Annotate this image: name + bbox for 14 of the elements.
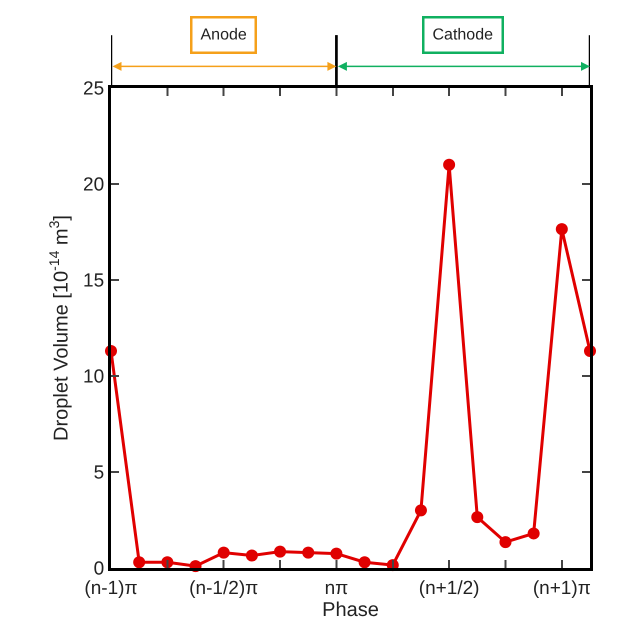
x-tick-label: (n-1)π	[84, 578, 138, 599]
x-tick-label: (n+1/2)	[418, 578, 480, 599]
x-tick-label: (n+1)π	[532, 578, 591, 599]
x-tick-label: (n-1/2)π	[189, 578, 258, 599]
y-tick-label: 10	[83, 366, 104, 388]
y-tick-label: 20	[83, 174, 104, 196]
x-tick-label: nπ	[324, 578, 348, 599]
y-tick-label: 0	[94, 558, 104, 580]
y-tick-label: 5	[94, 462, 104, 484]
y-tick-label: 15	[83, 270, 104, 292]
text: Cathode	[432, 26, 494, 44]
x-axis-title: Phase	[322, 598, 379, 621]
y-tick-label: 25	[83, 78, 104, 100]
text: Anode	[200, 26, 247, 44]
